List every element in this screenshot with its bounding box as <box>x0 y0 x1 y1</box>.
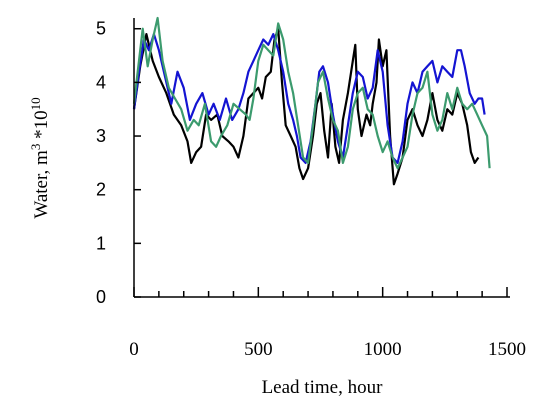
y-axis-title-exp2: 10 <box>28 97 43 110</box>
series-line-2 <box>132 33 486 164</box>
y-axis-title-exp1: 3 <box>28 144 43 151</box>
x-axis-title: Lead time, hour <box>262 377 383 398</box>
series-layer <box>132 16 491 186</box>
x-tick-label-1000: 1000 <box>364 339 402 360</box>
x-tick-label-500: 500 <box>244 339 273 360</box>
y-tick-label-0: 0 <box>96 287 106 307</box>
x-tick-label-1500: 1500 <box>488 339 526 360</box>
labels-layer: 0 500 1000 1500 0 1 2 3 4 5 <box>96 19 526 360</box>
y-axis-title-base: Water, m <box>31 150 52 219</box>
y-axis-title-mid: *10 <box>31 110 52 143</box>
y-tick-label-3: 3 <box>96 126 106 146</box>
series-line-1 <box>132 27 480 186</box>
y-axis-title: Water, m3 *1010 <box>28 97 52 218</box>
axes-layer <box>133 18 510 298</box>
y-tick-label-5: 5 <box>96 19 106 39</box>
y-tick-label-4: 4 <box>96 72 106 92</box>
x-tick-label-0: 0 <box>129 339 139 360</box>
ticks-layer <box>133 27 508 298</box>
y-tick-label-1: 1 <box>96 233 106 253</box>
series-line-3 <box>132 16 491 170</box>
y-tick-label-2: 2 <box>96 180 106 200</box>
